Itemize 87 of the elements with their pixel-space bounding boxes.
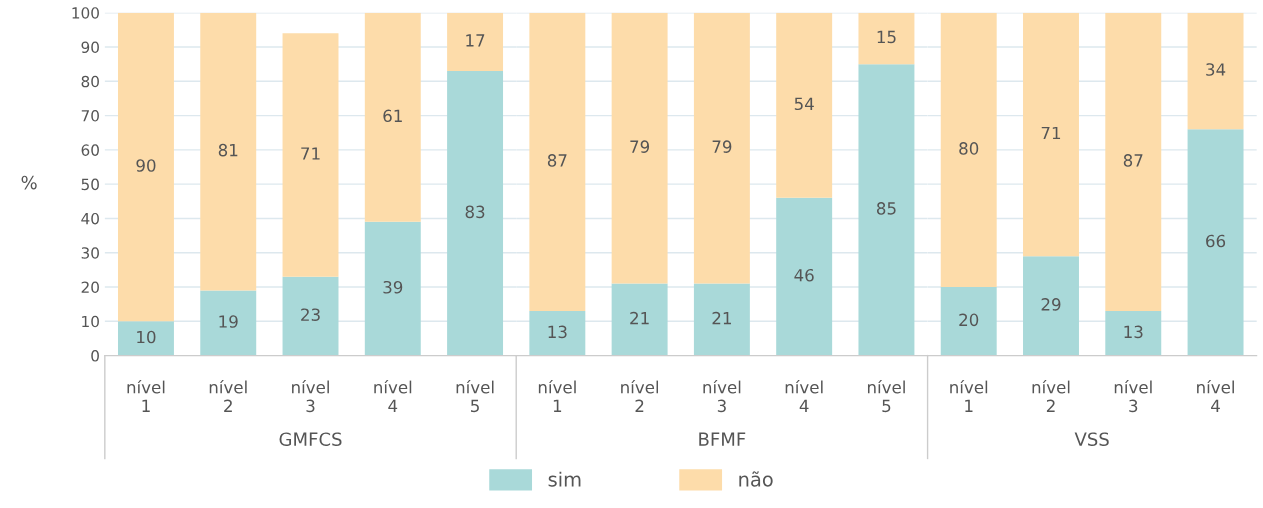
bar xyxy=(858,64,915,356)
x-tick-label: nível 4 xyxy=(1197,379,1234,412)
x-tick-label: nível 5 xyxy=(456,379,494,413)
bar xyxy=(940,12,997,288)
data-label: 87 xyxy=(1123,154,1143,167)
x-tick-label: nível 4 xyxy=(785,379,823,412)
bar xyxy=(1023,256,1079,356)
bar xyxy=(282,33,339,277)
x-tick-label: nível 3 xyxy=(1114,379,1152,413)
bar xyxy=(1187,129,1244,356)
x-axis-title: BFMF xyxy=(699,432,746,446)
y-axis-title: % xyxy=(21,175,37,190)
y-tick-label: 80 xyxy=(81,75,99,88)
bar xyxy=(364,221,421,356)
data-label: 71 xyxy=(1041,126,1061,140)
data-label: 79 xyxy=(712,140,732,153)
x-tick-label: nível 4 xyxy=(374,379,412,412)
bar xyxy=(776,197,833,356)
x-tick-label: nível 3 xyxy=(703,379,741,413)
bar xyxy=(200,12,257,291)
y-tick-label: 50 xyxy=(81,178,99,191)
x-tick-label: nível 1 xyxy=(538,379,576,412)
bar xyxy=(200,290,257,356)
data-label: 13 xyxy=(548,325,567,339)
data-label: 21 xyxy=(630,311,649,325)
bar xyxy=(1187,12,1244,130)
bar xyxy=(529,12,586,312)
data-label: 15 xyxy=(877,30,896,44)
data-label: 34 xyxy=(1206,63,1226,76)
bar xyxy=(447,12,504,71)
bar xyxy=(1105,311,1162,356)
bar xyxy=(1105,12,1162,312)
bar xyxy=(776,12,833,198)
data-label: 71 xyxy=(301,147,320,160)
x-tick-label: nível 2 xyxy=(209,379,247,412)
bar xyxy=(1023,12,1079,257)
data-label: 10 xyxy=(137,330,156,344)
bar xyxy=(529,311,586,356)
bar xyxy=(282,276,339,356)
data-label: 13 xyxy=(1124,325,1143,339)
data-label: 20 xyxy=(959,313,979,327)
y-tick-label: 40 xyxy=(81,212,99,225)
data-label: 61 xyxy=(383,109,402,123)
bar xyxy=(447,70,504,356)
x-axis-title: VSS xyxy=(1074,432,1109,447)
data-label: 46 xyxy=(794,268,814,282)
data-label: 79 xyxy=(630,140,650,153)
x-tick-label: nível 2 xyxy=(621,379,659,412)
bar xyxy=(693,12,750,284)
bar xyxy=(117,321,174,356)
bar xyxy=(117,12,174,322)
data-label: 90 xyxy=(136,159,156,172)
y-tick-label: 70 xyxy=(81,110,99,122)
x-tick-label: nível 3 xyxy=(292,379,329,413)
y-tick-label: 10 xyxy=(82,315,99,328)
data-label: 87 xyxy=(547,154,567,167)
y-tick-label: 100 xyxy=(72,7,99,19)
data-label: 81 xyxy=(218,143,238,157)
y-tick-label: 60 xyxy=(81,144,99,156)
x-tick-label: nível 1 xyxy=(950,379,988,412)
data-label: 54 xyxy=(794,97,814,111)
bar xyxy=(611,12,668,284)
y-tick-label: 20 xyxy=(81,281,99,294)
bar xyxy=(364,12,421,222)
data-label: 19 xyxy=(219,315,238,328)
data-label: 23 xyxy=(301,308,320,321)
y-tick-label: 0 xyxy=(91,350,99,362)
bar xyxy=(693,283,750,356)
legend-label: sim xyxy=(548,471,581,487)
x-axis-title: GMFCS xyxy=(279,432,342,447)
y-tick-label: 90 xyxy=(81,41,99,54)
data-label: 80 xyxy=(959,142,979,155)
data-label: 17 xyxy=(466,34,485,47)
legend-label: não xyxy=(739,471,773,487)
data-label: 83 xyxy=(465,205,485,219)
data-label: 85 xyxy=(876,202,896,215)
data-label: 66 xyxy=(1206,234,1226,248)
data-label: 39 xyxy=(383,280,403,294)
bar xyxy=(858,12,915,65)
x-tick-label: nível 5 xyxy=(867,379,905,413)
x-tick-label: nível 1 xyxy=(127,379,165,412)
y-tick-label: 30 xyxy=(81,247,99,259)
data-label: 21 xyxy=(712,311,731,325)
bar xyxy=(940,287,997,356)
data-label: 29 xyxy=(1041,298,1061,311)
x-tick-label: nível 2 xyxy=(1032,379,1070,412)
bar xyxy=(611,283,668,356)
